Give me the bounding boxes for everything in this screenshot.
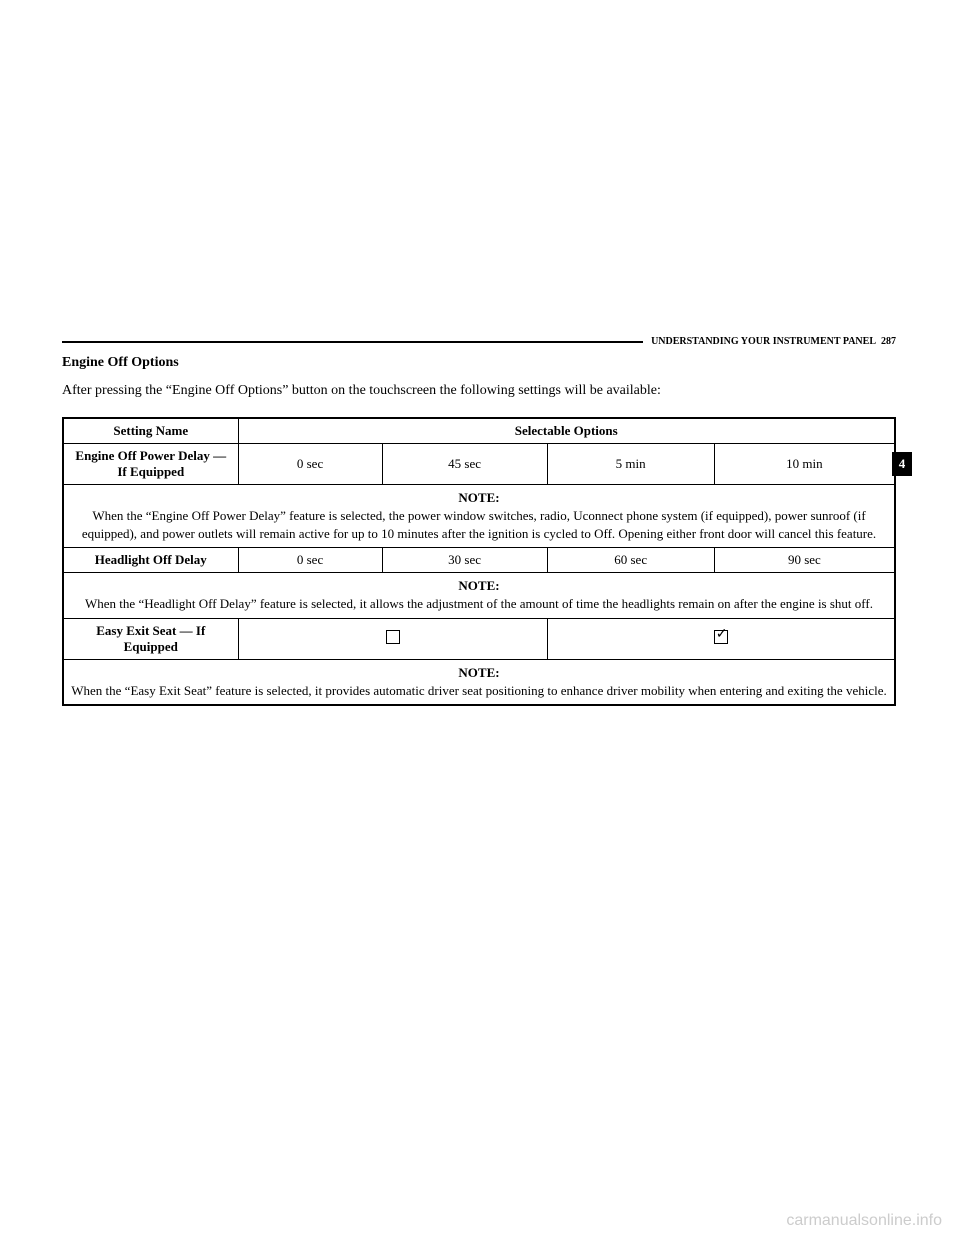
- option-checkbox-empty: [238, 618, 547, 659]
- watermark: carmanualsonline.info: [786, 1212, 942, 1230]
- table-note-row: NOTE: When the “Engine Off Power Delay” …: [63, 484, 895, 548]
- table-note-row: NOTE: When the “Easy Exit Seat” feature …: [63, 659, 895, 705]
- note-cell: NOTE: When the “Easy Exit Seat” feature …: [63, 659, 895, 705]
- checkbox-checked-icon: [714, 630, 728, 644]
- option-cell: 90 sec: [714, 548, 895, 573]
- note-label: NOTE:: [70, 664, 888, 682]
- options-table: Setting Name Selectable Options Engine O…: [62, 417, 896, 706]
- note-label: NOTE:: [70, 577, 888, 595]
- table-header-options: Selectable Options: [238, 418, 895, 444]
- setting-name: Headlight Off Delay: [63, 548, 238, 573]
- table-header-setting: Setting Name: [63, 418, 238, 444]
- table-note-row: NOTE: When the “Headlight Off Delay” fea…: [63, 573, 895, 618]
- section-tab: 4: [892, 452, 912, 476]
- option-cell: 45 sec: [382, 443, 547, 484]
- intro-text: After pressing the “Engine Off Options” …: [62, 381, 896, 401]
- setting-name: Engine Off Power Delay — If Equipped: [63, 443, 238, 484]
- setting-name: Easy Exit Seat — If Equipped: [63, 618, 238, 659]
- checkbox-empty-icon: [386, 630, 400, 644]
- page-header: UNDERSTANDING YOUR INSTRUMENT PANEL 287: [62, 336, 896, 347]
- note-cell: NOTE: When the “Headlight Off Delay” fea…: [63, 573, 895, 618]
- option-cell: 0 sec: [238, 548, 382, 573]
- note-text: When the “Easy Exit Seat” feature is sel…: [71, 683, 886, 698]
- option-cell: 5 min: [547, 443, 714, 484]
- header-rule: [62, 341, 643, 343]
- option-cell: 0 sec: [238, 443, 382, 484]
- option-checkbox-checked: [547, 618, 895, 659]
- section-title: Engine Off Options: [62, 355, 896, 371]
- note-text: When the “Engine Off Power Delay” featur…: [82, 508, 876, 541]
- note-text: When the “Headlight Off Delay” feature i…: [85, 596, 873, 611]
- header-section-text: UNDERSTANDING YOUR INSTRUMENT PANEL 287: [643, 336, 896, 347]
- option-cell: 30 sec: [382, 548, 547, 573]
- table-row: Easy Exit Seat — If Equipped: [63, 618, 895, 659]
- option-cell: 10 min: [714, 443, 895, 484]
- note-cell: NOTE: When the “Engine Off Power Delay” …: [63, 484, 895, 548]
- note-label: NOTE:: [70, 489, 888, 507]
- table-header-row: Setting Name Selectable Options: [63, 418, 895, 444]
- option-cell: 60 sec: [547, 548, 714, 573]
- table-row: Engine Off Power Delay — If Equipped 0 s…: [63, 443, 895, 484]
- table-row: Headlight Off Delay 0 sec 30 sec 60 sec …: [63, 548, 895, 573]
